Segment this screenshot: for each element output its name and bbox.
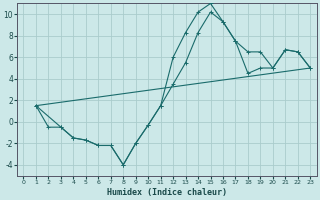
X-axis label: Humidex (Indice chaleur): Humidex (Indice chaleur) [107,188,227,197]
